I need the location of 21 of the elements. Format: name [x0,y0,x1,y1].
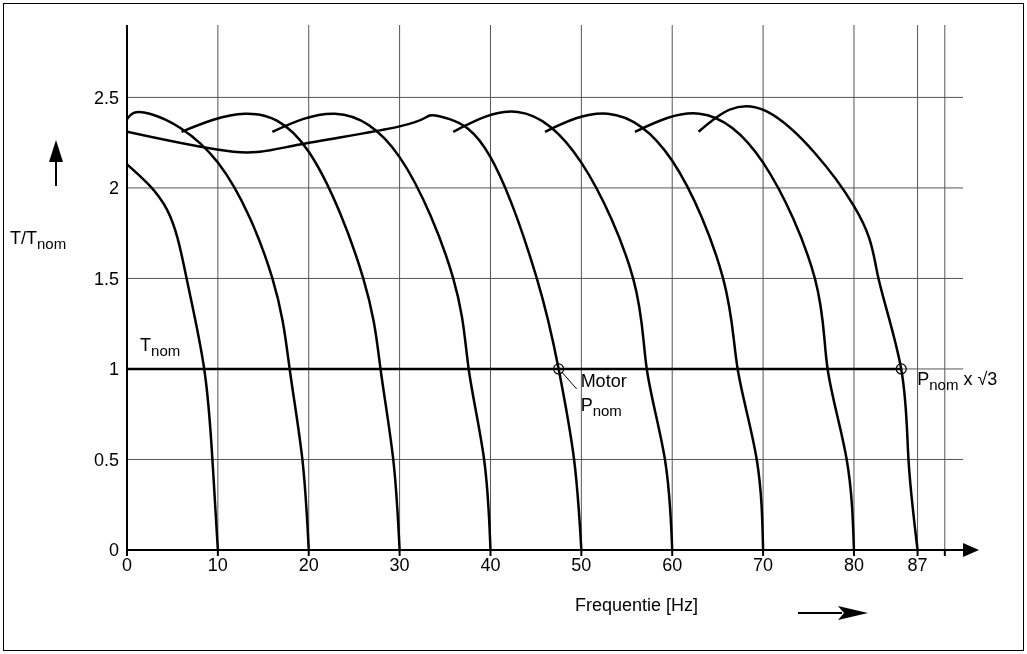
y-tick-label: 0.5 [93,449,119,470]
y-tick-label: 0 [108,540,119,561]
x-tick-label: 20 [298,554,319,575]
y-tick-label: 1 [108,359,119,380]
y-tick-label: 2.5 [93,87,119,108]
x-tick-label: 0 [121,554,133,575]
x-tick-label: 70 [753,554,774,575]
x-tick-label: 10 [207,554,228,575]
x-tick-label: 50 [571,554,592,575]
x-tick-label: 30 [389,554,410,575]
x-tick-label: 80 [843,554,864,575]
y-tick-label: 1.5 [93,268,119,289]
annotation: Motor P$_{nom}$ [580,369,627,421]
x-axis-title: Frequentie [Hz] [575,595,699,616]
y-axis-title: T/T$_{nom}$ [10,228,67,252]
x-tick-label: 40 [480,554,501,575]
x-tick-label: 87 [907,554,928,575]
x-tick-label: 60 [662,554,683,575]
annotation: P$_{nom}$ x √3 [917,367,998,395]
y-tick-label: 2 [108,178,119,199]
annotation: T$_{nom}$ [140,333,181,361]
